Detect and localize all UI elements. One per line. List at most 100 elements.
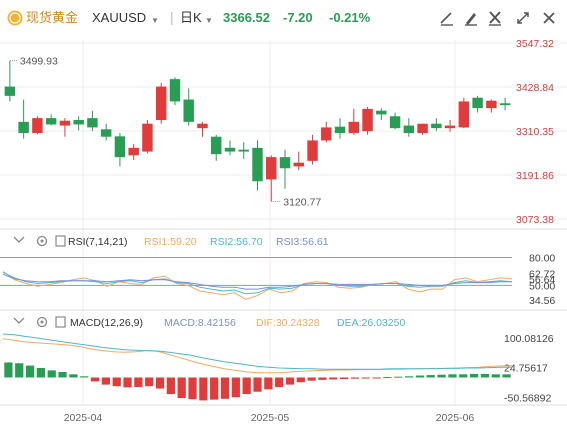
- candle-body: [389, 116, 401, 129]
- candle-body: [499, 103, 511, 106]
- macd-bar: [15, 363, 24, 378]
- period-caret-icon[interactable]: ▼: [205, 16, 213, 25]
- macd-bar: [285, 377, 295, 385]
- candle-body: [403, 125, 415, 133]
- draw-tools-icon[interactable]: [462, 9, 480, 27]
- macd-bar: [188, 377, 197, 400]
- time-tick-label: 2025-06: [436, 412, 475, 424]
- symbol-code[interactable]: XAUUSD: [92, 10, 147, 25]
- candle-body: [458, 101, 470, 128]
- candle-body: [155, 86, 167, 120]
- macd-bar: [242, 377, 251, 395]
- grid-lines: [0, 40, 567, 405]
- candle-body: [100, 129, 112, 137]
- candle-body: [238, 149, 249, 152]
- candle-body: [279, 157, 291, 169]
- macd-bar: [145, 377, 154, 387]
- macd-bar: [502, 374, 511, 378]
- rsi-tick-label: 50.00: [529, 280, 555, 292]
- collapse-icon[interactable]: [13, 236, 25, 243]
- close-icon[interactable]: [540, 9, 558, 27]
- macd-bar: [350, 377, 360, 379]
- candle-body: [114, 136, 126, 158]
- macd-bar: [25, 365, 35, 378]
- macd-title: MACD(12,26,9): [70, 317, 143, 329]
- macd-bar: [253, 377, 262, 392]
- rsi2-line: [2, 271, 513, 295]
- macd-bar: [361, 377, 370, 379]
- macd-bar: [372, 377, 381, 379]
- candle-body: [321, 127, 332, 141]
- settings-gear-icon[interactable]: [36, 316, 48, 328]
- indicator-menu-icon[interactable]: [55, 235, 66, 247]
- macd-tick-label: 24.75617: [504, 363, 548, 375]
- rsi-header: RSI(7,14,21) RSI1:59.20 RSI2:56.70 RSI3:…: [13, 235, 329, 248]
- candle-body: [73, 119, 84, 125]
- macd-histogram: [4, 362, 511, 401]
- candle-body: [252, 147, 263, 182]
- macd-bar: [210, 377, 219, 400]
- rsi3-value: RSI3:56.61: [276, 236, 329, 248]
- macd-bar: [220, 377, 230, 399]
- candle-body: [376, 110, 387, 115]
- indicator-icon[interactable]: [486, 9, 504, 27]
- price-axis: 3547.32 3428.84 3310.35 3191.86 3073.38: [516, 38, 554, 226]
- quote-header: 现货黄金 XAUUSD ▼ | 日K ▼ 3366.52 -7.20 -0.21…: [0, 0, 567, 36]
- macd-bar: [36, 367, 46, 378]
- price-markers: 3499.93 3120.77: [9, 56, 321, 208]
- candle-body: [431, 123, 442, 129]
- macd-tick-label: 100.08126: [504, 333, 554, 345]
- macd-bar: [166, 377, 175, 395]
- rsi-series: [2, 270, 513, 300]
- candle-body: [334, 126, 346, 133]
- candle-body: [183, 99, 194, 122]
- candle-body: [266, 157, 277, 180]
- macd-tick-label: -50.56892: [504, 392, 551, 404]
- time-tick-label: 2025-04: [64, 412, 103, 424]
- candle-body: [348, 121, 360, 133]
- candle-body: [444, 125, 456, 129]
- collapse-icon[interactable]: [13, 317, 25, 324]
- candlestick-series: [4, 60, 511, 202]
- dif-value: DIF:30.24328: [256, 317, 320, 329]
- macd-bar: [405, 376, 414, 378]
- period-selector[interactable]: 日K: [180, 10, 202, 25]
- macd-bar: [4, 362, 13, 378]
- time-tick-label: 2025-05: [251, 412, 290, 424]
- candle-body: [4, 86, 16, 96]
- fullscreen-icon[interactable]: [514, 9, 532, 27]
- low-price-label: 3120.77: [283, 196, 321, 208]
- candle-body: [169, 79, 181, 102]
- macd-bar: [459, 374, 468, 378]
- macd-bar: [69, 374, 78, 378]
- macd-header: MACD(12,26,9) MACD:8.42156 DIF:30.24328 …: [13, 316, 405, 329]
- macd-bar: [155, 377, 165, 389]
- macd-bar: [264, 377, 273, 390]
- candle-body: [307, 140, 318, 161]
- macd-value: MACD:8.42156: [164, 317, 236, 329]
- macd-bar: [448, 374, 457, 378]
- kline-chart[interactable]: 3547.32 3428.84 3310.35 3191.86 3073.38 3499…: [0, 36, 567, 430]
- macd-bar: [47, 370, 56, 378]
- candle-body: [362, 108, 373, 132]
- symbol-name[interactable]: 现货黄金: [26, 10, 79, 25]
- macd-bar: [394, 376, 403, 378]
- candle-body: [197, 123, 208, 129]
- macd-bar: [491, 374, 500, 378]
- macd-bar: [90, 377, 100, 382]
- macd-bar: [58, 371, 67, 378]
- price-tick-label: 3310.35: [516, 126, 554, 138]
- draw-line-icon[interactable]: [438, 9, 456, 27]
- candle-body: [142, 123, 153, 152]
- indicator-menu-icon[interactable]: [55, 316, 66, 328]
- dropdown-caret-icon[interactable]: ▼: [151, 16, 159, 25]
- settings-gear-icon[interactable]: [36, 235, 48, 247]
- macd-bar: [480, 373, 490, 378]
- candle-body: [87, 118, 98, 128]
- last-price: 3366.52: [223, 10, 270, 25]
- macd-bar: [112, 377, 121, 387]
- candle-body: [32, 118, 43, 133]
- rsi-tick-label: 62.72: [529, 269, 555, 281]
- rsi3-line: [2, 273, 512, 290]
- macd-lines: [2, 333, 513, 374]
